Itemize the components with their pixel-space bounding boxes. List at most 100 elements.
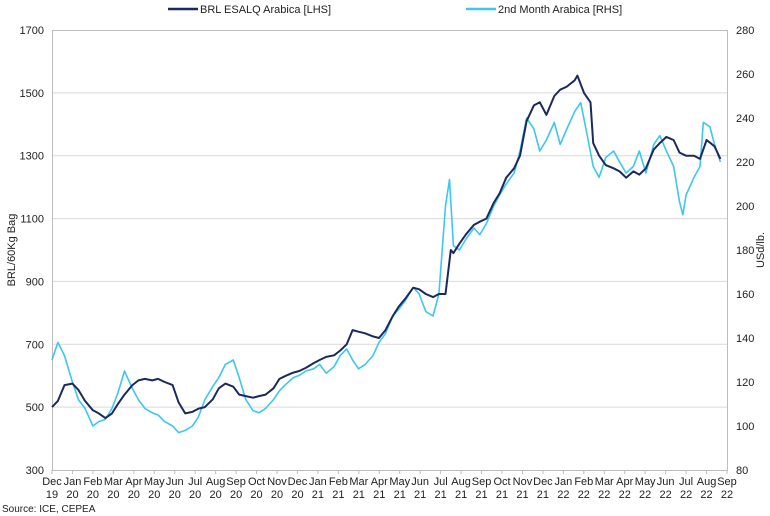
- x-tick-label-month: Jul: [188, 476, 202, 488]
- x-tick-label-month: Feb: [574, 476, 593, 488]
- x-tick-label-month: Feb: [329, 476, 348, 488]
- gridlines: [52, 92, 727, 408]
- x-tick-label-year: 22: [680, 489, 692, 501]
- x-tick-label-year: 20: [66, 489, 78, 501]
- x-tick-label-year: 20: [148, 489, 160, 501]
- y-right-tick-label: 240: [736, 113, 754, 125]
- x-tick-label-month: Sep: [472, 476, 492, 488]
- x-tick-label-month: Aug: [697, 476, 717, 488]
- x-tick-label-year: 20: [250, 489, 262, 501]
- y-axis-right-ticks: 80 100 120 140 160 180 200 220 240 260 280: [736, 25, 754, 477]
- x-tick-label-year: 20: [128, 489, 140, 501]
- x-tick-label-year: 21: [332, 489, 344, 501]
- legend-label-brl-esalq: BRL ESALQ Arabica [LHS]: [200, 4, 331, 16]
- x-tick-label-year: 21: [496, 489, 508, 501]
- y-left-tick-label: 900: [26, 276, 44, 288]
- x-tick-label-month: Sep: [226, 476, 246, 488]
- x-tick-label-year: 21: [373, 489, 385, 501]
- y-left-tick-label: 700: [26, 339, 44, 351]
- x-tick-label-year: 21: [312, 489, 324, 501]
- legend-label-2nd-month: 2nd Month Arabica [RHS]: [498, 4, 622, 16]
- x-tick-label-month: Mar: [104, 476, 123, 488]
- x-tick-label-year: 20: [169, 489, 181, 501]
- y-axis-right-title: USd/lb.: [755, 232, 767, 268]
- x-tick-label-month: Feb: [83, 476, 102, 488]
- x-axis-ticks: Dec19Jan20Feb20Mar20Apr20May20Jun20Jul20…: [42, 470, 737, 501]
- x-tick-label-month: May: [144, 476, 165, 488]
- x-tick-label-month: Apr: [125, 476, 142, 488]
- x-tick-label-year: 22: [700, 489, 712, 501]
- x-tick-label-month: Jan: [309, 476, 327, 488]
- x-tick-label-year: 20: [189, 489, 201, 501]
- y-right-tick-label: 280: [736, 25, 754, 37]
- x-tick-label-month: Dec: [42, 476, 62, 488]
- x-tick-label-month: Jul: [679, 476, 693, 488]
- y-left-tick-label: 500: [26, 402, 44, 414]
- y-left-tick-label: 1300: [20, 151, 44, 163]
- x-tick-label-month: Aug: [206, 476, 226, 488]
- x-tick-label-year: 22: [578, 489, 590, 501]
- y-right-tick-label: 160: [736, 289, 754, 301]
- y-left-tick-label: 300: [26, 465, 44, 477]
- x-tick-label-year: 21: [475, 489, 487, 501]
- x-tick-label-year: 22: [660, 489, 672, 501]
- y-right-tick-label: 180: [736, 245, 754, 257]
- x-tick-label-month: Jul: [434, 476, 448, 488]
- x-tick-label-month: Apr: [616, 476, 633, 488]
- y-right-tick-label: 120: [736, 377, 754, 389]
- x-tick-label-month: Dec: [288, 476, 308, 488]
- y-right-tick-label: 200: [736, 201, 754, 213]
- y-right-tick-label: 140: [736, 333, 754, 345]
- series-line-brl-esalq-arabica: [51, 74, 722, 420]
- x-tick-label-month: Oct: [493, 476, 510, 488]
- x-tick-label-month: Jun: [657, 476, 675, 488]
- x-tick-label-year: 19: [46, 489, 58, 501]
- chart-legend: BRL ESALQ Arabica [LHS] 2nd Month Arabic…: [168, 4, 622, 16]
- y-left-tick-label: 1100: [20, 214, 44, 226]
- x-tick-label-month: May: [389, 476, 410, 488]
- x-tick-label-year: 21: [414, 489, 426, 501]
- x-tick-label-month: Aug: [451, 476, 471, 488]
- x-tick-label-year: 22: [619, 489, 631, 501]
- y-right-tick-label: 220: [736, 157, 754, 169]
- x-tick-label-month: Mar: [349, 476, 368, 488]
- x-tick-label-month: Dec: [533, 476, 553, 488]
- x-tick-label-month: Sep: [717, 476, 737, 488]
- source-note: Source: ICE, CEPEA: [2, 504, 96, 515]
- y-left-tick-label: 1700: [20, 25, 44, 37]
- x-tick-label-month: May: [635, 476, 656, 488]
- x-tick-label-year: 22: [721, 489, 733, 501]
- x-tick-label-month: Jan: [64, 476, 82, 488]
- plot-area-frame: [52, 30, 728, 471]
- x-tick-label-year: 20: [271, 489, 283, 501]
- x-tick-label-year: 21: [394, 489, 406, 501]
- x-tick-label-year: 21: [353, 489, 365, 501]
- x-tick-label-year: 22: [639, 489, 651, 501]
- series-line-2nd-month-arabica: [51, 101, 722, 434]
- x-tick-label-month: Oct: [248, 476, 265, 488]
- x-tick-label-year: 20: [291, 489, 303, 501]
- y-axis-left-ticks: 300 500 700 900 1100 1300 1500 1700: [20, 25, 44, 477]
- x-tick-label-month: Mar: [595, 476, 614, 488]
- x-tick-label-year: 22: [598, 489, 610, 501]
- x-tick-label-month: Apr: [371, 476, 388, 488]
- x-tick-label-year: 21: [455, 489, 467, 501]
- x-tick-label-year: 21: [516, 489, 528, 501]
- x-tick-label-month: Jan: [554, 476, 572, 488]
- y-right-tick-label: 260: [736, 69, 754, 81]
- x-tick-label-year: 22: [557, 489, 569, 501]
- x-tick-label-year: 20: [87, 489, 99, 501]
- y-left-tick-label: 1500: [20, 88, 44, 100]
- x-tick-label-year: 21: [537, 489, 549, 501]
- x-tick-label-month: Jun: [411, 476, 429, 488]
- y-right-tick-label: 100: [736, 421, 754, 433]
- series-lines: [51, 74, 722, 434]
- x-tick-label-month: Nov: [513, 476, 533, 488]
- x-tick-label-month: Jun: [166, 476, 184, 488]
- x-tick-label-year: 20: [210, 489, 222, 501]
- x-tick-label-year: 20: [230, 489, 242, 501]
- x-tick-label-month: Nov: [267, 476, 287, 488]
- y-axis-left-title: BRL/60Kg Bag: [6, 214, 18, 287]
- x-tick-label-year: 20: [107, 489, 119, 501]
